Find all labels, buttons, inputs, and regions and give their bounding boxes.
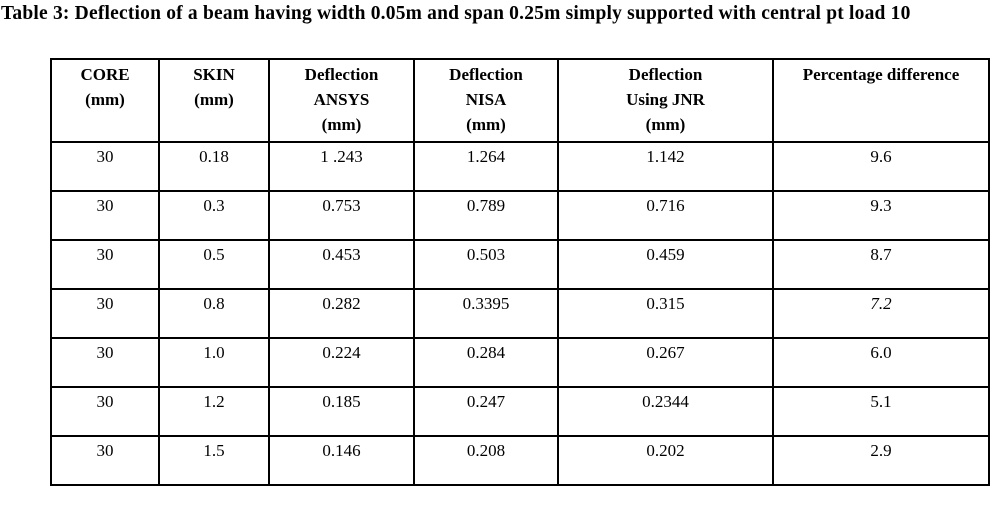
table-cell: 0.146 bbox=[268, 435, 415, 486]
table-cell: 0.315 bbox=[557, 288, 774, 339]
table-row: 30 0.18 1 .243 1.264 1.142 9.6 bbox=[50, 141, 990, 192]
table-row: 30 0.8 0.282 0.3395 0.315 7.2 bbox=[50, 288, 990, 339]
table-cell: 6.0 bbox=[772, 337, 990, 388]
table-cell: 30 bbox=[50, 435, 160, 486]
table-cell: 0.3395 bbox=[413, 288, 559, 339]
table-row: 30 0.3 0.753 0.789 0.716 9.3 bbox=[50, 190, 990, 241]
table-cell: 0.208 bbox=[413, 435, 559, 486]
column-header-percentage: Percentage difference bbox=[772, 58, 990, 143]
table-cell: 0.716 bbox=[557, 190, 774, 241]
table-cell: 1 .243 bbox=[268, 141, 415, 192]
table-cell: 1.0 bbox=[158, 337, 270, 388]
table-cell: 30 bbox=[50, 239, 160, 290]
table-cell: 0.284 bbox=[413, 337, 559, 388]
table-cell: 9.3 bbox=[772, 190, 990, 241]
table-cell: 30 bbox=[50, 337, 160, 388]
table-row: 30 1.0 0.224 0.284 0.267 6.0 bbox=[50, 337, 990, 388]
table-cell: 0.453 bbox=[268, 239, 415, 290]
table-cell: 30 bbox=[50, 141, 160, 192]
table-cell: 30 bbox=[50, 386, 160, 437]
table-caption: Table 3: Deflection of a beam having wid… bbox=[1, 3, 911, 24]
table-cell: 0.8 bbox=[158, 288, 270, 339]
column-header-skin: SKIN (mm) bbox=[158, 58, 270, 143]
table-row: 30 0.5 0.453 0.503 0.459 8.7 bbox=[50, 239, 990, 290]
table-cell: 0.2344 bbox=[557, 386, 774, 437]
table-cell: 0.247 bbox=[413, 386, 559, 437]
table-cell: 0.185 bbox=[268, 386, 415, 437]
table-cell: 5.1 bbox=[772, 386, 990, 437]
column-header-nisa: Deflection NISA (mm) bbox=[413, 58, 559, 143]
table-cell: 0.267 bbox=[557, 337, 774, 388]
table-row: 30 1.5 0.146 0.208 0.202 2.9 bbox=[50, 435, 990, 486]
table-row: 30 1.2 0.185 0.247 0.2344 5.1 bbox=[50, 386, 990, 437]
column-header-jnr: Deflection Using JNR (mm) bbox=[557, 58, 774, 143]
table-cell: 0.202 bbox=[557, 435, 774, 486]
table-cell: 1.5 bbox=[158, 435, 270, 486]
table-cell: 0.503 bbox=[413, 239, 559, 290]
table-cell: 0.5 bbox=[158, 239, 270, 290]
table-cell: 1.264 bbox=[413, 141, 559, 192]
table-cell: 2.9 bbox=[772, 435, 990, 486]
table-cell: 1.2 bbox=[158, 386, 270, 437]
table-cell: 8.7 bbox=[772, 239, 990, 290]
deflection-table: CORE (mm) SKIN (mm) Deflection ANSYS (mm… bbox=[50, 58, 990, 486]
table-cell: 0.18 bbox=[158, 141, 270, 192]
column-header-ansys: Deflection ANSYS (mm) bbox=[268, 58, 415, 143]
table-cell: 0.789 bbox=[413, 190, 559, 241]
table-cell: 30 bbox=[50, 190, 160, 241]
table-cell: 0.224 bbox=[268, 337, 415, 388]
table-body: 30 0.18 1 .243 1.264 1.142 9.6 30 0.3 0.753 0.789… bbox=[50, 141, 990, 486]
table-cell: 7.2 bbox=[772, 288, 990, 339]
table-cell: 0.459 bbox=[557, 239, 774, 290]
table-cell: 0.3 bbox=[158, 190, 270, 241]
table-cell: 0.282 bbox=[268, 288, 415, 339]
table-cell: 9.6 bbox=[772, 141, 990, 192]
column-header-core: CORE (mm) bbox=[50, 58, 160, 143]
table-cell: 30 bbox=[50, 288, 160, 339]
table-cell: 1.142 bbox=[557, 141, 774, 192]
table-cell: 0.753 bbox=[268, 190, 415, 241]
header-row: CORE (mm) SKIN (mm) Deflection ANSYS (mm… bbox=[50, 58, 990, 143]
